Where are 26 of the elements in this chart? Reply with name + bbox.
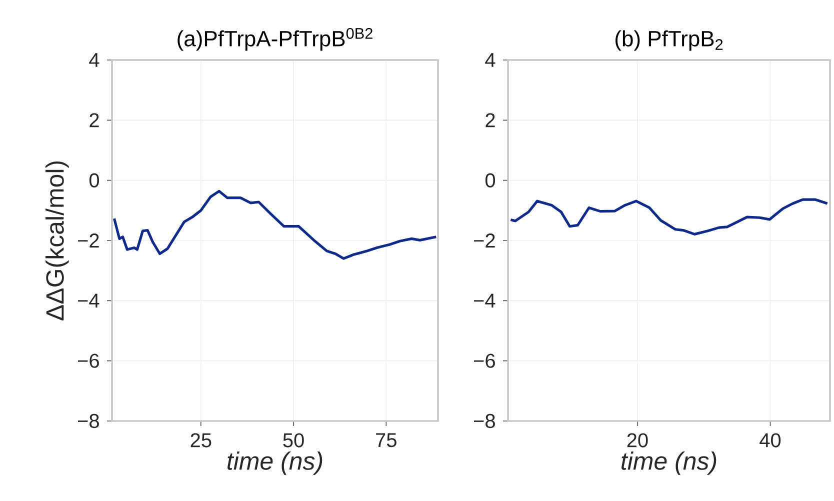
- y-tick-label: 0: [89, 173, 100, 188]
- y-tick-label: 4: [485, 53, 496, 67]
- y-tick-label: 2: [486, 113, 495, 128]
- chart-title: (b) PfTrpB$_{2}$: [616, 30, 723, 51]
- x-tick-label: 25: [190, 433, 212, 448]
- x-tick-label: 50: [283, 433, 304, 448]
- y-tick-label: −8: [78, 414, 99, 428]
- chart-title: (a)PfTrpA-PfTrpB$^{0B2}$: [178, 28, 372, 51]
- y-tick-label: −2: [78, 234, 99, 248]
- x-tick-label: 75: [376, 433, 396, 448]
- x-axis-title: time (ns): [228, 452, 322, 475]
- y-tick-label: −6: [474, 354, 495, 368]
- y-tick-label: −8: [474, 414, 495, 428]
- y-tick-label: 2: [90, 113, 99, 128]
- y-tick-label: −6: [78, 354, 99, 368]
- line-series: [112, 190, 438, 260]
- x-tick-label: 40: [760, 433, 781, 448]
- y-tick-label: 0: [485, 173, 496, 188]
- y-tick-label: −4: [474, 294, 496, 308]
- y-tick-label: −4: [78, 294, 100, 308]
- x-tick-label: 20: [627, 433, 648, 448]
- y-axis-title: ΔΔG(kcal/mol): [46, 161, 69, 320]
- y-tick-label: −2: [474, 234, 495, 248]
- y-tick-label: 4: [89, 53, 100, 67]
- line-series: [509, 198, 829, 236]
- x-axis-title: time (ns): [622, 452, 716, 475]
